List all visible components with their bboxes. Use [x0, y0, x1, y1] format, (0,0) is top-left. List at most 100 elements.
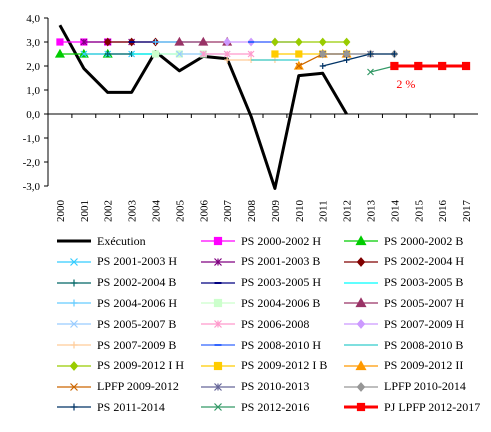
legend-symbol	[57, 320, 91, 329]
legend-item: LPFP 2010-2014	[342, 378, 466, 396]
data-point	[319, 63, 326, 69]
legend-label: PS 2008-2010 B	[384, 337, 464, 352]
data-point	[152, 39, 159, 45]
data-point	[224, 57, 231, 63]
legend-symbol	[201, 236, 235, 246]
data-point	[199, 50, 207, 58]
legend-symbol	[344, 344, 378, 346]
data-point	[104, 51, 111, 57]
legend-item: PS 2003-2005 H	[199, 274, 321, 292]
legend-item: PS 2000-2002 B	[342, 232, 463, 250]
legend-symbol	[57, 257, 91, 266]
data-point	[295, 50, 303, 58]
legend-label: PS 2003-2005 H	[241, 275, 322, 290]
y-tick-label: 4,0	[26, 13, 40, 25]
legend-marker	[214, 382, 222, 391]
y-tick-label: -3,0	[23, 181, 41, 193]
data-point	[247, 50, 255, 58]
x-tick-label: 2013	[366, 200, 378, 223]
x-tick-label: 2005	[174, 200, 186, 223]
legend-symbol	[57, 341, 91, 349]
legend-marker	[213, 299, 223, 308]
data-point	[175, 50, 183, 58]
data-point	[103, 37, 112, 47]
legend-marker	[355, 297, 367, 308]
legend-label: PS 2008-2010 H	[241, 337, 322, 352]
legend-symbol	[344, 297, 378, 308]
data-point	[438, 61, 447, 71]
legend-item: PS 2001-2003 B	[199, 253, 320, 271]
legend-label: PS 2009-2012 II	[384, 358, 464, 373]
legend-item: PS 2005-2007 H	[342, 294, 464, 312]
legend-label: PS 2010-2013	[241, 379, 310, 394]
legend-symbol	[57, 382, 91, 391]
legend-item: PS 2004-2006 B	[199, 294, 320, 312]
x-tick-label: 2008	[246, 200, 258, 222]
data-point	[223, 37, 231, 47]
y-tick-label: 1,0	[26, 85, 40, 97]
data-point	[318, 37, 327, 47]
legend-item: Exécution	[55, 232, 146, 250]
legend-symbol	[57, 403, 91, 411]
y-tick-label: -1,0	[23, 133, 41, 145]
legend-marker	[70, 403, 78, 411]
legend-symbol	[344, 319, 378, 330]
legend-marker	[70, 257, 78, 266]
legend-label: PS 2003-2005 B	[384, 275, 464, 290]
legend-item: PS 2005-2007 B	[55, 315, 176, 333]
legend-label: PS 2001-2003 B	[241, 254, 321, 269]
legend-symbol	[344, 281, 378, 284]
legend-item: PS 2002-2004 H	[342, 253, 464, 271]
data-point	[151, 50, 160, 58]
legend-label: PS 2006-2008	[241, 316, 310, 331]
x-tick-label: 2010	[294, 200, 306, 223]
legend-label: PS 2007-2009 H	[384, 316, 465, 331]
legend-item: PS 2007-2009 H	[342, 315, 464, 333]
x-tick-label: 2014	[389, 200, 401, 223]
legend-symbol	[201, 361, 235, 370]
legend-label: PS 2000-2002 B	[384, 233, 464, 248]
data-point	[367, 51, 374, 57]
x-tick-label: 2000	[55, 200, 67, 223]
legend-marker	[214, 403, 222, 412]
legend-marker	[356, 381, 366, 392]
legend-marker	[70, 382, 78, 391]
data-point	[174, 36, 185, 46]
x-tick-label: 2016	[437, 200, 449, 223]
legend-marker	[213, 361, 223, 370]
data-point	[367, 68, 374, 76]
data-point	[80, 50, 88, 58]
legend-label: PS 2001-2003 H	[97, 254, 178, 269]
legend-label: PS 2011-2014	[97, 399, 165, 414]
legend-symbol	[201, 320, 235, 329]
legend-item: PS 2009-2012 II	[342, 357, 463, 375]
x-tick-label: 2017	[461, 200, 473, 223]
data-point	[271, 50, 279, 58]
data-point	[414, 61, 423, 71]
legend-marker	[70, 299, 78, 307]
legend-label: LPFP 2009-2012	[97, 379, 179, 394]
legend-symbol	[344, 256, 378, 267]
y-tick-label: 0,0	[26, 109, 40, 121]
legend-label: PS 2012-2016	[241, 399, 310, 414]
legend-label: PS 2007-2009 B	[97, 337, 177, 352]
data-point	[56, 38, 64, 46]
x-tick-label: 2006	[198, 200, 210, 223]
series-line	[58, 24, 348, 190]
legend-marker	[355, 360, 367, 370]
legend-marker	[214, 320, 222, 329]
data-point	[295, 62, 303, 70]
legend-item: PS 2009-2012 I B	[199, 357, 327, 375]
x-tick-label: 2007	[222, 200, 234, 223]
legend-symbol	[344, 381, 378, 392]
legend-item: PS 2010-2013	[199, 378, 309, 396]
legend-item: PS 2002-2004 B	[55, 274, 176, 292]
data-point	[461, 61, 471, 71]
chart-annotation: 2 %	[396, 77, 415, 91]
legend-item: PS 2001-2003 H	[55, 253, 177, 271]
legend-item: PS 2000-2002 H	[199, 232, 321, 250]
legend-label: PS 2004-2006 H	[97, 295, 178, 310]
x-tick-label: 2003	[127, 200, 139, 223]
legend-label: LPFP 2010-2014	[384, 379, 466, 394]
legend-symbol	[201, 281, 235, 284]
